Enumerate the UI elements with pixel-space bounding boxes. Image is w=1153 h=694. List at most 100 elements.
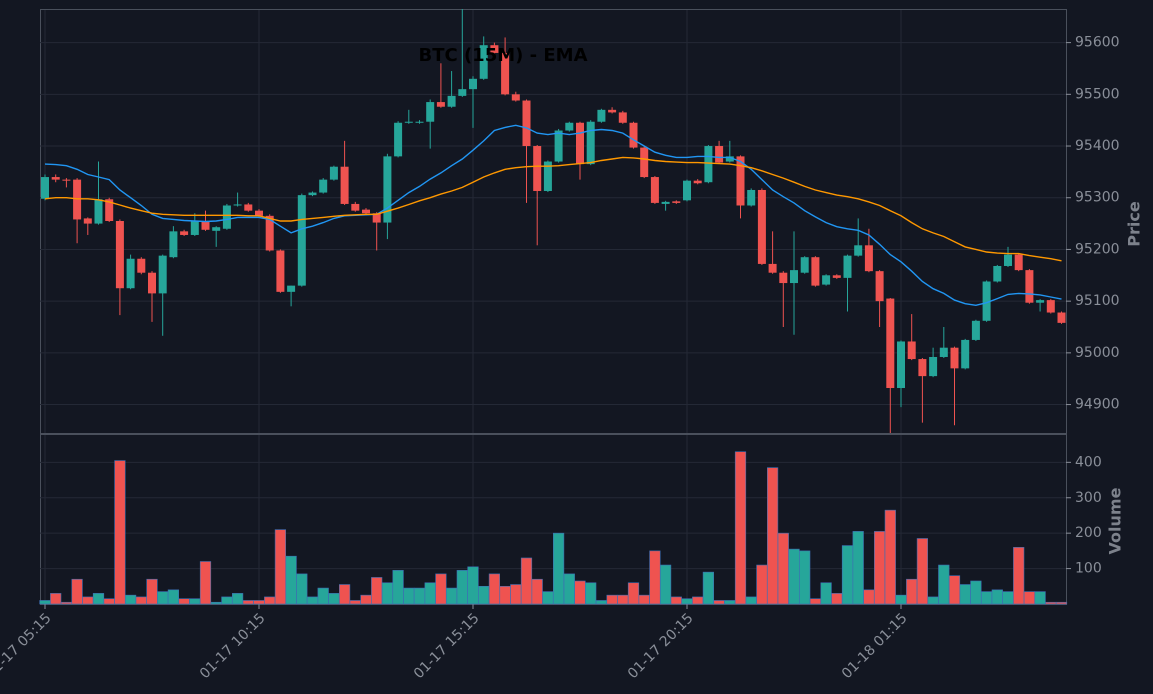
candle-body — [704, 146, 713, 183]
candle-body — [554, 130, 563, 162]
volume-bar — [713, 600, 725, 605]
volume-bar — [734, 451, 747, 605]
y-tick-label: 200 — [1075, 525, 1102, 541]
candle-body — [1014, 254, 1023, 271]
candle-body — [693, 180, 702, 184]
volume-bar — [585, 582, 597, 605]
volume-bar — [595, 600, 607, 605]
volume-bar — [328, 593, 340, 605]
candle-body — [158, 255, 167, 294]
candle-body — [351, 203, 360, 211]
volume-bar — [681, 598, 693, 605]
candle-body — [543, 161, 552, 192]
volume-bar — [906, 578, 918, 605]
volume-bar — [627, 582, 640, 605]
volume-bar — [788, 548, 800, 605]
volume-bar — [991, 589, 1003, 605]
volume-bar — [189, 598, 201, 605]
x-tick-label: 01-18 01:15 — [839, 610, 911, 682]
volume-bar — [916, 538, 928, 605]
volume-bar — [531, 578, 543, 605]
volume-bar — [873, 531, 886, 605]
volume-bar — [756, 564, 768, 605]
candle-body — [501, 52, 510, 95]
volume-bar — [210, 601, 222, 605]
candle-body — [672, 201, 681, 203]
candle-body — [565, 122, 574, 131]
volume-bar — [799, 550, 811, 605]
candle-body — [629, 122, 638, 148]
candle-body — [490, 45, 499, 53]
candle-body — [51, 177, 60, 180]
y-tick-label: 95000 — [1075, 345, 1120, 361]
candle-body — [832, 275, 841, 278]
candle-body — [319, 179, 328, 193]
candle-body — [597, 109, 606, 122]
volume-bar — [349, 600, 361, 605]
volume-bar — [659, 564, 672, 605]
candle-body — [340, 166, 349, 204]
volume-bar — [435, 573, 447, 605]
candle-body — [522, 100, 531, 147]
candle-body — [779, 272, 788, 284]
volume-bar — [82, 596, 94, 605]
y-tick-label: 94900 — [1075, 397, 1120, 413]
volume-bar — [39, 600, 51, 605]
candle-body — [415, 121, 424, 123]
y-tick-label: 95100 — [1075, 293, 1120, 309]
y-tick-label: 95500 — [1075, 86, 1120, 102]
candle-body — [255, 210, 263, 216]
volume-bar — [1034, 591, 1046, 605]
volume-bar — [467, 566, 479, 605]
candle-body — [73, 179, 82, 220]
candle-body — [137, 258, 146, 273]
candle-body — [287, 285, 296, 292]
volume-bar — [456, 570, 468, 605]
volume-bar — [841, 545, 854, 605]
volume-bar — [820, 582, 832, 605]
volume-bar — [264, 596, 276, 605]
volume-bar — [948, 575, 961, 605]
candle-body — [222, 205, 231, 229]
candle-body — [458, 89, 467, 96]
candle-body — [447, 95, 456, 107]
volume-bar — [670, 596, 682, 605]
candle-body — [362, 209, 370, 214]
volume-bar — [157, 591, 169, 605]
volume-bar — [895, 594, 907, 605]
candle-body — [126, 258, 135, 289]
volume-bar — [60, 601, 72, 605]
candle-body — [918, 359, 927, 377]
volume-bar — [445, 587, 458, 605]
volume-bar — [360, 594, 372, 605]
volume-panel — [40, 434, 1067, 605]
volume-bar — [371, 577, 383, 605]
candle-body — [469, 78, 477, 90]
candle-body — [265, 215, 274, 251]
candle-body — [929, 356, 938, 377]
candle-body — [843, 255, 852, 278]
volume-bar — [274, 529, 287, 605]
volume-bar — [510, 584, 522, 605]
volume-bar — [777, 532, 789, 605]
y-tick-label: 95300 — [1075, 190, 1120, 206]
candle-body — [768, 263, 777, 273]
candle-body — [608, 109, 617, 113]
volume-bar — [114, 460, 126, 605]
candle-body — [169, 231, 178, 258]
volume-bar — [221, 596, 233, 605]
volume-bar — [146, 578, 158, 605]
volume-axis-label: Volume — [1106, 487, 1125, 554]
candle-body — [383, 156, 392, 223]
volume-bar — [542, 591, 554, 605]
volume-bar — [745, 596, 757, 605]
volume-bar — [242, 600, 254, 605]
candle-body — [83, 218, 92, 224]
x-tick-label: 01-17 15:15 — [411, 610, 483, 682]
candle-body — [757, 189, 766, 264]
candle-body — [886, 298, 895, 389]
y-tick-label: 400 — [1075, 454, 1102, 470]
volume-bar — [863, 589, 875, 605]
volume-bar — [959, 584, 971, 605]
